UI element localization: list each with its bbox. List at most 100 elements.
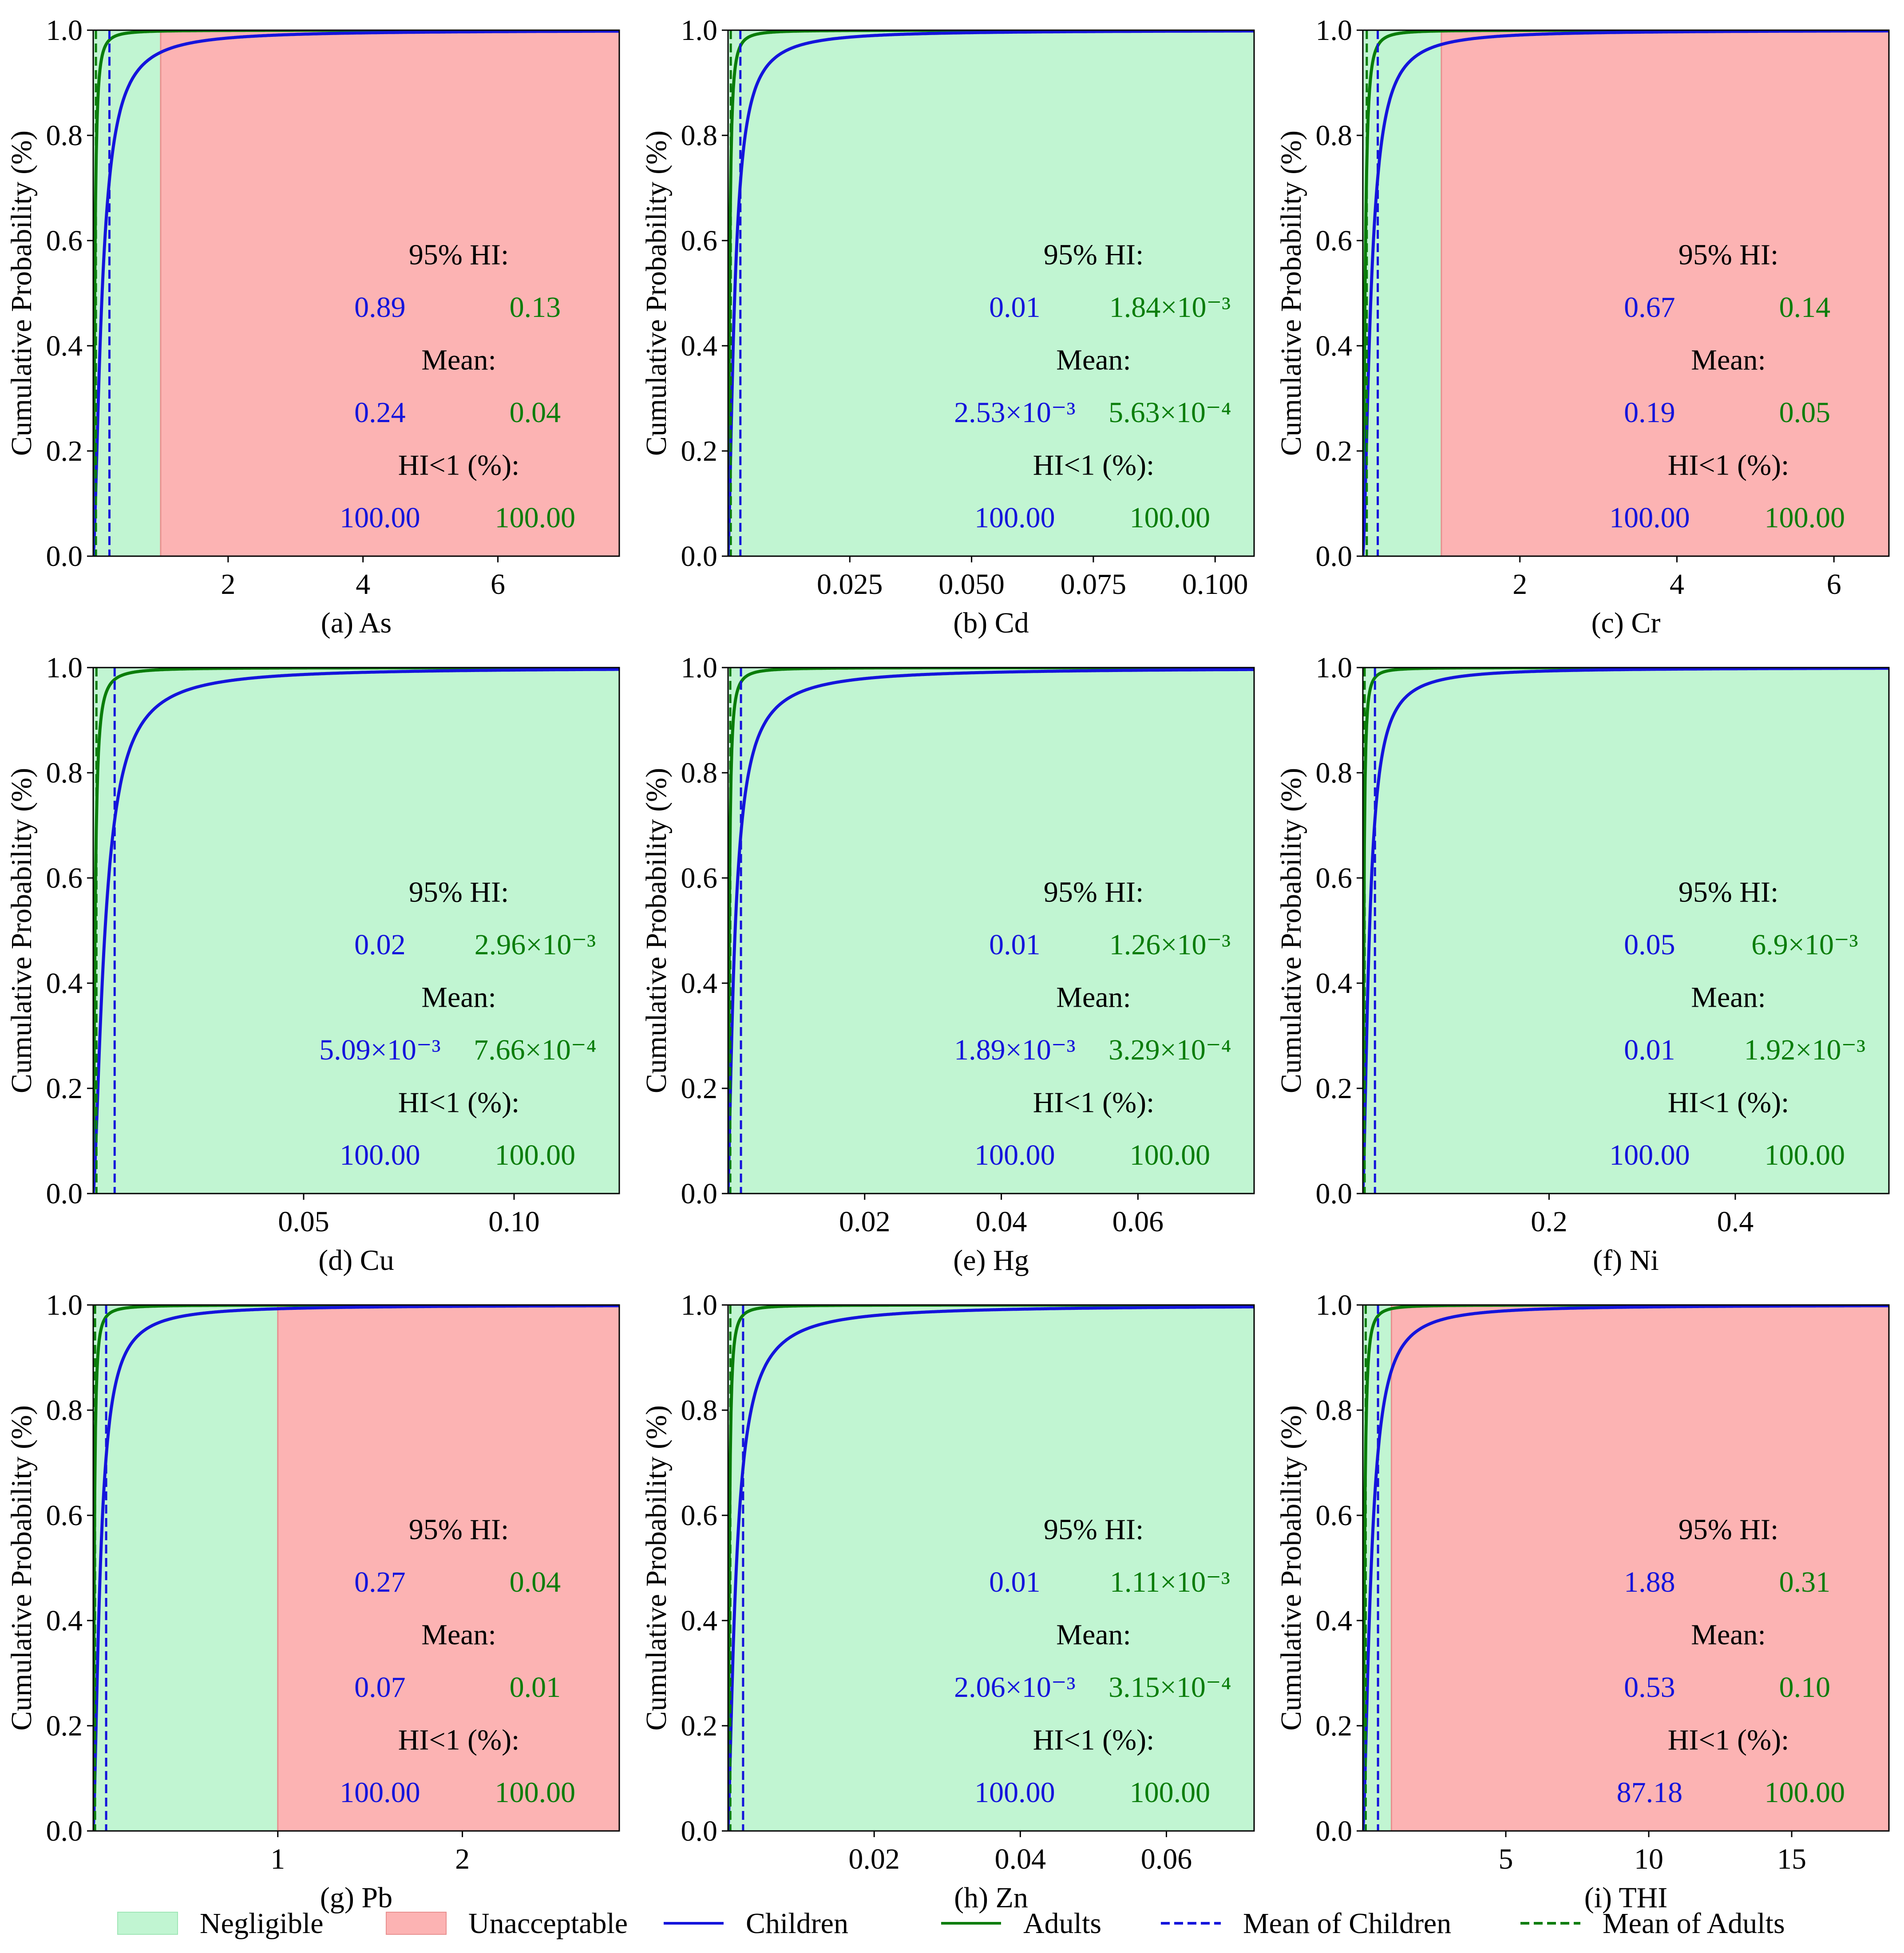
- stat-heading-hi-lt1: HI<1 (%):: [398, 1086, 520, 1119]
- legend-label-unacceptable: Unacceptable: [468, 1907, 628, 1940]
- y-tick-label: 0.0: [46, 540, 83, 573]
- stat-hi-lt1-adults: 100.00: [1130, 1776, 1211, 1809]
- negligible-zone: [1363, 668, 1889, 1194]
- x-tick-label: 0.4: [1717, 1206, 1754, 1238]
- x-tick-label: 0.025: [817, 568, 883, 601]
- y-axis-label: Cumulative Probability (%): [640, 130, 673, 456]
- stat-hi-lt1-children: 100.00: [974, 1776, 1055, 1809]
- stat-hi-lt1-children: 100.00: [1609, 1139, 1690, 1171]
- y-tick-label: 0.4: [46, 967, 83, 1000]
- y-tick-label: 1.0: [46, 652, 83, 684]
- stat-heading-mean: Mean:: [421, 1618, 496, 1651]
- y-tick-label: 0.2: [681, 1710, 718, 1742]
- stat-hi-lt1-children: 100.00: [1609, 502, 1690, 534]
- stat-mean-adults: 1.92×10⁻³: [1744, 1034, 1865, 1066]
- x-axis-label: (i) THI: [1584, 1882, 1668, 1914]
- x-tick-label: 0.06: [1112, 1206, 1164, 1238]
- y-tick-label: 0.4: [46, 330, 83, 362]
- panel-3: 0.0 0.2 0.4 0.6 0.8 1.0 2 4 6 (c) Cr Cumulative Pr…: [1275, 14, 1890, 639]
- y-tick-label: 0.4: [1316, 967, 1353, 1000]
- unacceptable-zone: [160, 30, 619, 556]
- y-axis-label: Cumulative Probability (%): [640, 768, 673, 1093]
- x-axis-label: (d) Cu: [318, 1244, 394, 1277]
- negligible-zone: [728, 1305, 1254, 1831]
- stat-hi-lt1-children: 100.00: [974, 502, 1055, 534]
- y-tick-label: 0.0: [1316, 540, 1353, 573]
- stat-95hi-children: 0.27: [354, 1566, 406, 1598]
- stat-mean-children: 1.89×10⁻³: [954, 1034, 1075, 1066]
- y-tick-label: 0.4: [1316, 330, 1353, 362]
- children-cdf-line: [93, 30, 619, 556]
- x-tick-label: 0.04: [976, 1206, 1027, 1238]
- x-tick-label: 6: [1827, 568, 1841, 601]
- y-tick-label: 0.2: [681, 435, 718, 467]
- x-tick-label: 2: [455, 1843, 470, 1875]
- panel-7: 0.0 0.2 0.4 0.6 0.8 1.0 1 2 (g) Pb Cumulative Pro…: [5, 1289, 620, 1914]
- stat-heading-95hi: 95% HI:: [1678, 238, 1778, 271]
- stat-heading-mean: Mean:: [421, 981, 496, 1013]
- stat-heading-mean: Mean:: [1691, 1618, 1766, 1651]
- x-tick-label: 2: [221, 568, 235, 601]
- stat-mean-children: 0.24: [354, 396, 406, 429]
- stat-hi-lt1-children: 87.18: [1617, 1776, 1683, 1809]
- legend-label-negligible: Negligible: [200, 1907, 324, 1940]
- y-tick-label: 0.6: [46, 1499, 83, 1532]
- stat-mean-adults: 3.29×10⁻⁴: [1108, 1034, 1231, 1066]
- stat-heading-95hi: 95% HI:: [1044, 238, 1144, 271]
- y-tick-label: 1.0: [46, 1289, 83, 1321]
- children-cdf-line: [93, 668, 619, 1194]
- stat-hi-lt1-adults: 100.00: [1765, 502, 1845, 534]
- stat-hi-lt1-adults: 100.00: [495, 1139, 576, 1171]
- y-tick-label: 0.8: [46, 1394, 83, 1427]
- x-tick-label: 0.050: [938, 568, 1005, 601]
- x-tick-label: 0.075: [1061, 568, 1127, 601]
- stat-hi-lt1-children: 100.00: [340, 1776, 420, 1809]
- panel-8: 0.0 0.2 0.4 0.6 0.8 1.0 0.02 0.04 0.06 (h) Zn Cumu…: [640, 1289, 1255, 1914]
- panel-4: 0.0 0.2 0.4 0.6 0.8 1.0 0.05 0.10 (d) Cu Cumulati…: [5, 652, 620, 1277]
- y-tick-label: 1.0: [681, 1289, 718, 1321]
- stat-95hi-adults: 0.13: [510, 291, 561, 324]
- axes-frame: [92, 1304, 620, 1832]
- negligible-zone: [93, 1305, 278, 1831]
- axes-frame: [1362, 667, 1890, 1194]
- children-cdf-line: [728, 668, 1254, 1194]
- legend-item-children: Children: [664, 1907, 848, 1940]
- x-tick-label: 1: [270, 1843, 285, 1875]
- y-tick-label: 1.0: [1316, 652, 1353, 684]
- stat-mean-children: 0.53: [1624, 1671, 1675, 1704]
- legend-item-adults: Adults: [941, 1907, 1101, 1940]
- y-tick-label: 0.2: [46, 435, 83, 467]
- stat-heading-hi-lt1: HI<1 (%):: [1033, 449, 1155, 481]
- unacceptable-zone: [1441, 30, 1889, 556]
- y-tick-label: 0.4: [1316, 1605, 1353, 1637]
- stat-95hi-adults: 1.11×10⁻³: [1110, 1566, 1230, 1598]
- y-tick-label: 0.6: [681, 1499, 718, 1532]
- children-cdf-line: [1363, 668, 1889, 1194]
- stat-heading-hi-lt1: HI<1 (%):: [1033, 1724, 1155, 1756]
- y-axis-label: Cumulative Probability (%): [1275, 768, 1307, 1093]
- y-tick-label: 0.0: [681, 1815, 718, 1847]
- children-cdf-line: [1363, 30, 1889, 556]
- x-tick-label: 4: [356, 568, 370, 601]
- stat-heading-hi-lt1: HI<1 (%):: [1033, 1086, 1155, 1119]
- stat-95hi-children: 0.02: [354, 929, 406, 961]
- stat-95hi-adults: 1.84×10⁻³: [1109, 291, 1231, 324]
- x-tick-label: 0.02: [848, 1843, 900, 1875]
- stat-95hi-children: 1.88: [1624, 1566, 1675, 1598]
- y-tick-label: 0.0: [46, 1178, 83, 1210]
- x-axis-label: (h) Zn: [954, 1882, 1028, 1914]
- negligible-zone: [728, 668, 1254, 1194]
- negligible-zone: [93, 668, 619, 1194]
- stat-mean-adults: 7.66×10⁻⁴: [474, 1034, 597, 1066]
- stat-95hi-adults: 2.96×10⁻³: [475, 929, 596, 961]
- y-tick-label: 0.2: [1316, 1710, 1353, 1742]
- y-tick-label: 0.4: [681, 330, 718, 362]
- y-axis-label: Cumulative Probability (%): [1275, 130, 1307, 456]
- x-tick-label: 0.02: [839, 1206, 891, 1238]
- stat-hi-lt1-children: 100.00: [974, 1139, 1055, 1171]
- legend-label-children: Children: [746, 1907, 848, 1940]
- y-tick-label: 1.0: [1316, 1289, 1353, 1321]
- y-tick-label: 1.0: [681, 652, 718, 684]
- y-axis-label: Cumulative Probability (%): [5, 130, 38, 456]
- stat-heading-hi-lt1: HI<1 (%):: [1668, 1086, 1789, 1119]
